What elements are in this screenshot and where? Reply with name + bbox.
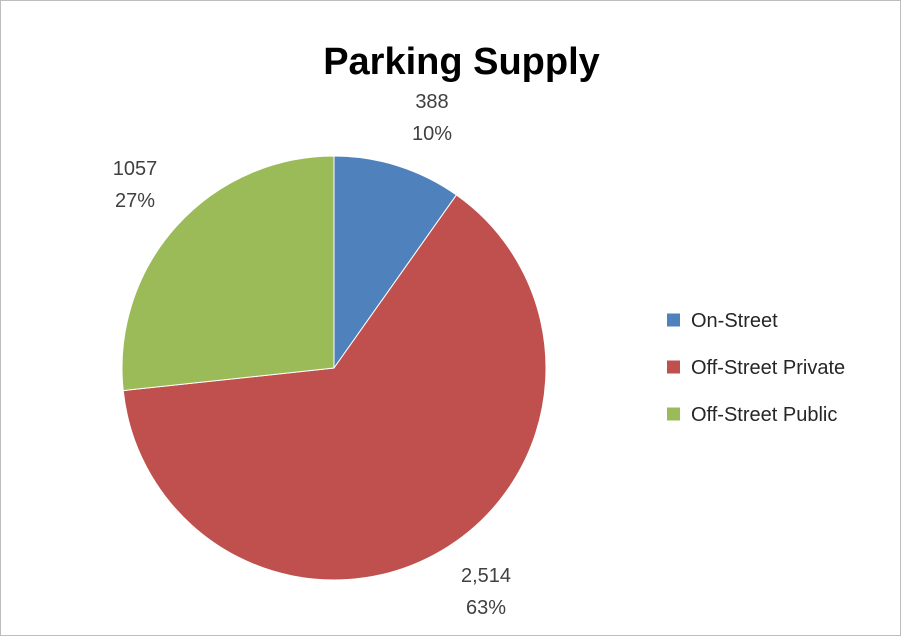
legend-label-off-street-private: Off-Street Private: [691, 357, 845, 379]
data-label-percent-off-street-public: 27%: [115, 190, 155, 212]
legend: On-Street Off-Street Private Off-Street Pu…: [667, 310, 845, 426]
pie-slice-on-street: [333, 155, 458, 370]
legend-label-on-street: On-Street: [691, 310, 778, 332]
chart-title: Parking Supply: [323, 41, 600, 83]
pie-slice-off-street-private: [122, 194, 547, 581]
legend-swatch-on-street: [667, 313, 680, 327]
legend-swatch-off-street-private: [667, 360, 680, 374]
pie-slices: [121, 155, 547, 581]
legend-swatch-off-street-public: [667, 407, 680, 421]
data-label-value-on-street: 388: [415, 91, 448, 113]
legend-label-off-street-public: Off-Street Public: [691, 404, 837, 426]
data-labels: 388 10% 2,514 63% 1057 27%: [113, 91, 511, 619]
data-label-percent-off-street-private: 63%: [466, 597, 506, 619]
data-label-value-off-street-public: 1057: [113, 158, 158, 180]
data-label-value-off-street-private: 2,514: [461, 565, 511, 587]
data-label-percent-on-street: 10%: [412, 123, 452, 145]
pie-slice-off-street-public: [121, 155, 335, 392]
